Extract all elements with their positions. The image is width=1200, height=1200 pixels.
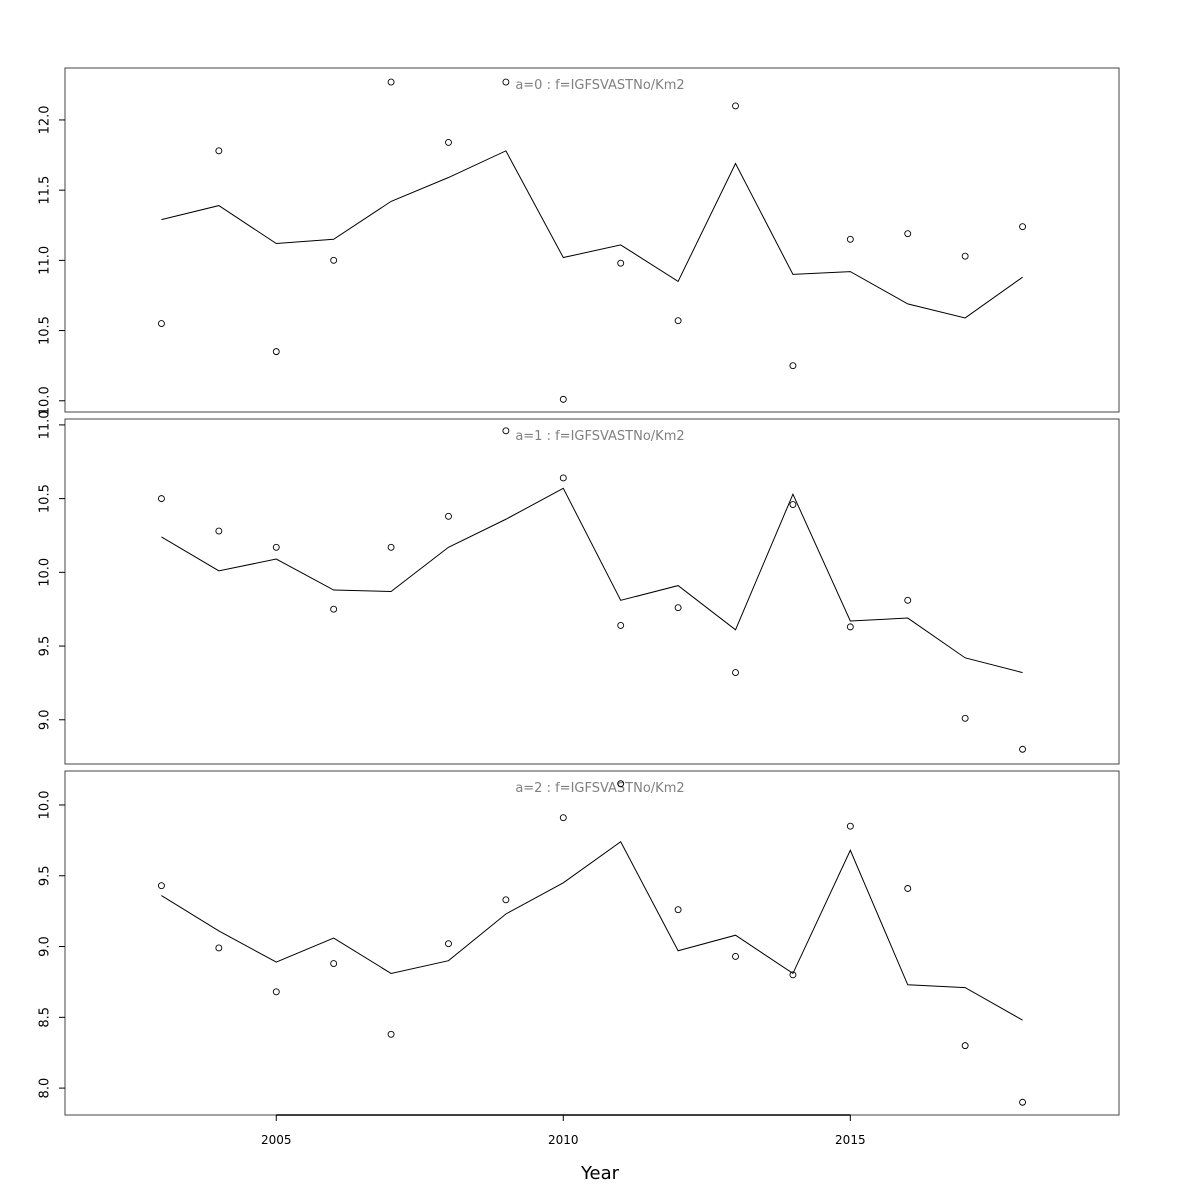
observed-point	[961, 252, 969, 260]
observed-point	[157, 495, 165, 503]
observed-point	[559, 814, 567, 822]
y-tick-label: 10.5	[38, 316, 53, 345]
observed-point	[789, 362, 797, 370]
observed-point	[789, 501, 797, 508]
y-tick-label: 8.0	[38, 1078, 53, 1099]
fitted-line-series	[161, 487, 1023, 674]
fitted-line-series	[161, 150, 1023, 319]
x-axis: 2005 2010 2015 Year	[261, 1114, 866, 1184]
panel-title: a=1 : f=IGFSVASTNo/Km2	[515, 429, 684, 444]
observed-point	[330, 960, 338, 967]
y-tick-label: 9.5	[38, 865, 53, 886]
observed-point	[674, 604, 682, 612]
observed-point	[789, 971, 797, 979]
y-tick-label: 9.0	[38, 709, 53, 730]
observed-point	[445, 940, 452, 948]
y-tick-label: 12.0	[38, 105, 53, 134]
x-tick-label: 2015	[835, 1133, 866, 1147]
observed-point	[674, 317, 682, 325]
observed-point	[215, 944, 223, 952]
observed-point	[674, 906, 682, 914]
observed-point	[157, 882, 165, 890]
y-tick-label: 10.0	[38, 790, 53, 819]
observed-point	[445, 138, 452, 146]
panels-group: 10.0 10.5 11.0 11.5 12.0 a=0 : f=IGFSVASTNo/K…	[38, 67, 1120, 1116]
observed-point	[387, 1030, 395, 1038]
panel-frame	[64, 67, 1120, 413]
observed-point	[445, 512, 452, 520]
panel-title: a=0 : f=IGFSVASTNo/Km2	[515, 78, 684, 93]
observed-point	[215, 147, 223, 155]
observed-point	[330, 256, 338, 264]
y-tick-label: 8.5	[38, 1007, 53, 1028]
observed-point	[732, 952, 739, 960]
y-tick-label: 10.0	[38, 386, 53, 415]
observed-point	[904, 885, 912, 892]
observed-point	[732, 102, 739, 110]
observed-point	[272, 988, 280, 996]
observed-point	[157, 320, 165, 327]
y-tick-label: 11.0	[38, 246, 53, 275]
observed-point	[732, 669, 739, 677]
observed-point	[330, 605, 338, 613]
observed-point	[617, 621, 625, 629]
panel-0: 10.0 10.5 11.0 11.5 12.0 a=0 : f=IGFSVASTNo/K…	[38, 67, 1120, 415]
y-tick-label: 9.0	[38, 936, 53, 957]
observed-point	[961, 714, 969, 722]
y-tick-label: 11.5	[38, 176, 53, 205]
observed-point	[272, 348, 280, 356]
observed-point	[387, 78, 395, 86]
panel-2: 8.0 8.5 9.0 9.5 10.0 a=2 : f=IGFSVASTNo/Km2	[38, 770, 1120, 1116]
observed-point	[1019, 223, 1027, 231]
observed-point	[846, 822, 854, 830]
observed-point	[904, 596, 912, 604]
panel-frame	[64, 418, 1120, 765]
observed-point	[1019, 745, 1027, 753]
observed-point	[272, 543, 280, 551]
y-tick-label: 11.0	[38, 410, 53, 439]
observed-point	[502, 896, 510, 904]
observed-point	[846, 623, 854, 631]
observed-point	[502, 78, 510, 86]
observed-point	[904, 230, 912, 238]
observed-point	[1019, 1098, 1027, 1106]
x-axis-title: Year	[580, 1163, 620, 1184]
observed-point	[215, 527, 223, 535]
panel-frame	[64, 770, 1120, 1116]
x-tick-label: 2010	[548, 1133, 579, 1147]
y-tick-label: 9.5	[38, 636, 53, 657]
observed-point	[846, 235, 854, 243]
observed-point	[617, 780, 625, 788]
observed-point	[502, 427, 510, 435]
x-tick-label: 2005	[261, 1133, 292, 1147]
observed-point	[961, 1042, 969, 1050]
observed-point	[559, 474, 567, 482]
panel-1: 9.0 9.5 10.0 10.5 11.0 a=1 : f=IGFSVASTNo/Km2	[38, 410, 1120, 765]
y-tick-label: 10.5	[38, 484, 53, 513]
observed-point	[617, 259, 625, 267]
fitted-line-series	[161, 841, 1023, 1021]
observed-point	[559, 395, 567, 403]
panel-title: a=2 : f=IGFSVASTNo/Km2	[515, 781, 684, 796]
y-tick-label: 10.0	[38, 558, 53, 587]
observed-point	[387, 543, 395, 551]
